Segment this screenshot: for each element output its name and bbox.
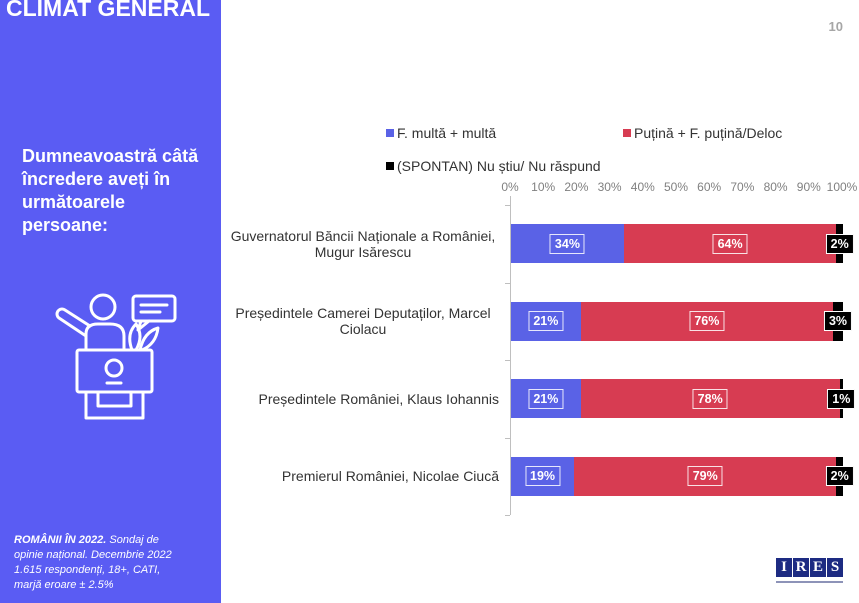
podium-shape (75, 348, 154, 394)
x-tick-label: 40% (630, 180, 655, 194)
question-line: Dumneavoastră câtă (22, 146, 199, 166)
left-panel: CLIMAT GENERAL Dumneavoastră câtă încred… (0, 0, 221, 603)
logo-letter: E (810, 558, 826, 577)
legend-swatch (386, 129, 394, 137)
x-tick-label: 80% (763, 180, 788, 194)
data-label: 19% (525, 466, 561, 487)
axis-tick-mark (505, 282, 510, 284)
speech-bubble-icon (131, 294, 177, 323)
axis-tick-mark (505, 515, 510, 516)
x-tick-label: 90% (796, 180, 821, 194)
bar-segment (511, 301, 581, 341)
x-tick-label: 70% (730, 180, 755, 194)
bar-segment (580, 301, 834, 341)
survey-source-note: ROMÂNII ÎN 2022. Sondaj de opinie națion… (14, 533, 172, 593)
x-tick-label: 10% (531, 180, 556, 194)
axis-tick-mark (505, 205, 510, 206)
page-number: 10 (828, 19, 843, 34)
logo-tagline-line (776, 581, 843, 583)
ires-logo: I R E S (776, 558, 843, 586)
legend-label: F. multă + multă (397, 125, 497, 141)
x-tick-label: 50% (663, 180, 689, 194)
bar-segment (623, 224, 837, 264)
x-tick-label: 100% (826, 180, 858, 194)
category-label: Premierul României, Nicolae Ciucă (281, 468, 499, 485)
data-label: 79% (687, 466, 723, 487)
legend-label: (SPONTAN) Nu știu/ Nu răspund (397, 158, 601, 174)
source-line: marjă eroare ± 2.5% (14, 579, 114, 591)
data-label: 34% (549, 233, 585, 254)
data-label: 64% (712, 233, 748, 254)
data-label: 21% (528, 388, 564, 409)
data-label: 21% (528, 311, 564, 332)
x-tick-label: 30% (597, 180, 622, 194)
head-shape (89, 293, 117, 321)
bar-segment (574, 456, 837, 496)
legend-swatch (623, 129, 631, 137)
logo-letter: I (776, 558, 792, 577)
legend-item: (SPONTAN) Nu știu/ Nu răspund (386, 158, 601, 174)
category-label: Președintele României, Klaus Iohannis (258, 390, 499, 407)
bar-segment (580, 379, 840, 419)
bar-segment (511, 379, 581, 419)
logo-letter: S (827, 558, 843, 577)
category-label: Guvernatorul Băncii Naționale a României… (230, 227, 496, 260)
page-title: CLIMAT GENERAL (6, 0, 211, 21)
question-line: persoane: (22, 215, 109, 235)
source-line: opinie național. Decembrie 2022 (14, 549, 172, 561)
data-label: 2% (825, 466, 854, 487)
legend-item: F. multă + multă (386, 125, 496, 141)
legend-item: Puțină + F. puțină/Deloc (623, 125, 782, 141)
x-tick-label: 20% (564, 180, 589, 194)
data-label: 76% (689, 311, 725, 332)
legend-label: Puțină + F. puțină/Deloc (634, 125, 783, 141)
question-line: următoarele (22, 192, 126, 212)
data-label: 78% (692, 388, 728, 409)
category-label: Președintele Camerei Deputaților, Marcel… (235, 305, 491, 338)
question-text: Dumneavoastră câtă încredere aveți în ur… (22, 145, 198, 237)
plot-area: 34% 64% 2% 21% 76% 3% 21% 78% 1% 19% 79% 2% (511, 205, 856, 515)
x-axis-labels: 0% 10% 20% 30% 40% 50% 60% 70% 80% 90% 100% (501, 180, 857, 194)
data-label: 3% (823, 311, 853, 332)
x-tick-label: 0% (501, 180, 519, 194)
question-line: încredere aveți în (22, 169, 171, 189)
y-axis-line (510, 196, 511, 515)
axis-tick-mark (505, 437, 510, 439)
data-label: 2% (825, 233, 854, 254)
x-tick-label: 60% (697, 180, 722, 194)
source-line: Sondaj de (109, 534, 159, 546)
bar-segment (511, 224, 624, 264)
data-label: 1% (827, 388, 856, 409)
bar-segment (511, 456, 575, 496)
source-line: 1.615 respondenți, 18+, CATI, (14, 564, 161, 576)
leaf-shape (128, 322, 142, 352)
speaker-at-podium-icon (55, 293, 177, 420)
axis-tick-mark (505, 360, 510, 361)
legend-swatch (386, 162, 394, 170)
category-labels: Guvernatorul Băncii Naționale a României… (227, 205, 499, 515)
logo-letter: R (793, 558, 809, 577)
survey-name: ROMÂNII ÎN 2022. (14, 534, 107, 546)
